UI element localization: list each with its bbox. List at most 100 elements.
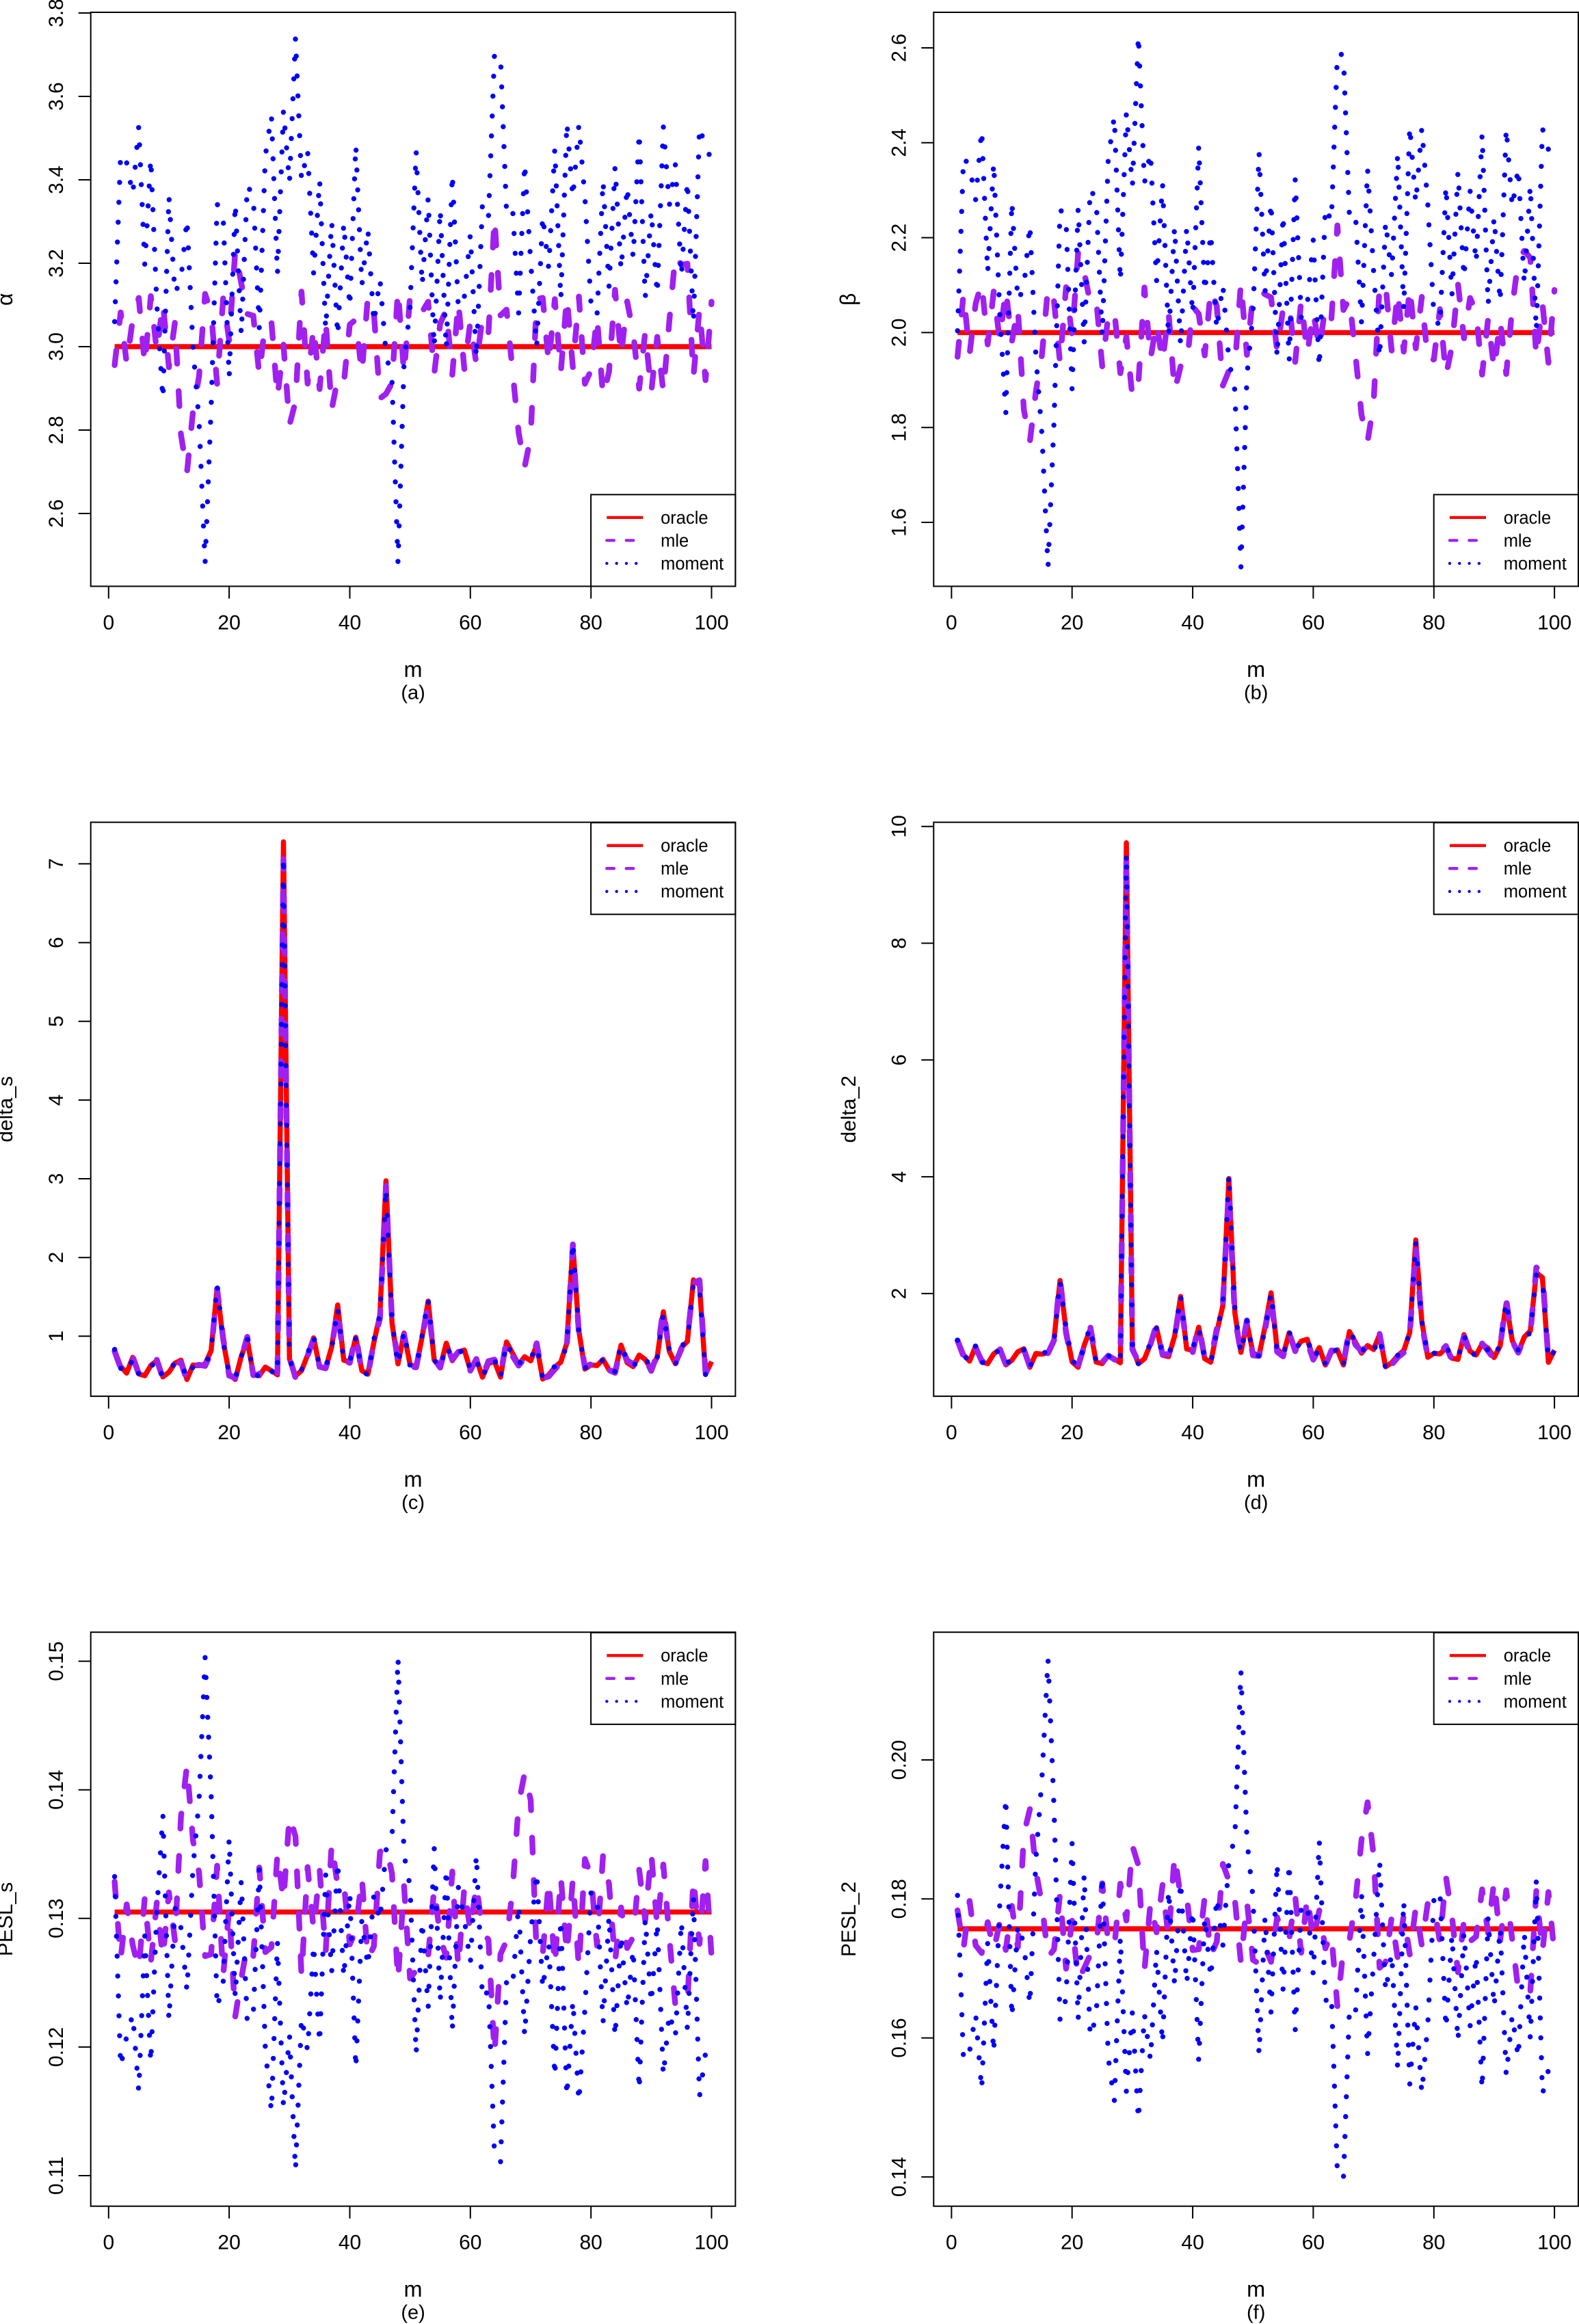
svg-text:moment: moment xyxy=(1504,555,1567,574)
svg-text:0.11: 0.11 xyxy=(45,2156,68,2195)
svg-text:(f): (f) xyxy=(1247,2302,1265,2324)
svg-text:80: 80 xyxy=(1422,612,1445,635)
svg-text:60: 60 xyxy=(459,2232,481,2254)
svg-text:α: α xyxy=(0,293,17,306)
svg-text:0: 0 xyxy=(946,2232,957,2254)
svg-text:20: 20 xyxy=(1061,1421,1083,1444)
svg-text:0.15: 0.15 xyxy=(45,1641,68,1681)
svg-text:10: 10 xyxy=(888,815,910,838)
svg-text:80: 80 xyxy=(580,612,602,635)
svg-text:1.6: 1.6 xyxy=(888,508,910,537)
svg-text:20: 20 xyxy=(217,1421,240,1444)
svg-text:m: m xyxy=(1247,2277,1265,2301)
svg-text:60: 60 xyxy=(1302,2232,1325,2254)
svg-text:0.14: 0.14 xyxy=(45,1770,68,1810)
svg-text:20: 20 xyxy=(217,2232,240,2254)
svg-text:PESL_s: PESL_s xyxy=(0,1882,17,1956)
svg-text:delta_s: delta_s xyxy=(0,1076,17,1143)
svg-text:m: m xyxy=(404,2277,423,2301)
svg-text:8: 8 xyxy=(888,937,910,949)
svg-text:80: 80 xyxy=(1422,1421,1445,1444)
svg-text:3.8: 3.8 xyxy=(45,0,68,27)
svg-text:(b): (b) xyxy=(1244,682,1268,704)
svg-text:80: 80 xyxy=(580,2232,602,2254)
svg-text:2: 2 xyxy=(45,1252,68,1264)
svg-text:60: 60 xyxy=(1302,612,1325,635)
svg-text:20: 20 xyxy=(1061,612,1083,635)
svg-text:moment: moment xyxy=(661,555,724,574)
svg-text:2: 2 xyxy=(888,1288,910,1300)
svg-text:20: 20 xyxy=(1061,2232,1083,2254)
svg-text:2.8: 2.8 xyxy=(45,416,68,444)
svg-text:2.2: 2.2 xyxy=(888,224,910,252)
svg-text:100: 100 xyxy=(1537,612,1571,635)
svg-text:0: 0 xyxy=(103,2232,114,2254)
svg-text:100: 100 xyxy=(1537,1421,1571,1444)
svg-text:0.18: 0.18 xyxy=(888,1879,910,1919)
svg-text:m: m xyxy=(404,657,423,682)
svg-text:80: 80 xyxy=(580,1421,602,1444)
svg-text:0.12: 0.12 xyxy=(45,2027,68,2067)
svg-text:mle: mle xyxy=(661,859,689,879)
svg-text:1.8: 1.8 xyxy=(888,413,910,442)
svg-text:100: 100 xyxy=(1537,2232,1571,2254)
svg-text:oracle: oracle xyxy=(661,1646,708,1666)
svg-text:100: 100 xyxy=(694,2232,728,2254)
svg-text:PESL_2: PESL_2 xyxy=(838,1882,860,1957)
svg-text:0: 0 xyxy=(103,612,114,635)
svg-text:0: 0 xyxy=(103,1421,114,1444)
svg-text:m: m xyxy=(1247,1467,1265,1492)
svg-text:1: 1 xyxy=(45,1331,68,1342)
svg-text:moment: moment xyxy=(661,1692,724,1711)
svg-text:oracle: oracle xyxy=(661,509,708,528)
svg-text:80: 80 xyxy=(1422,2232,1445,2254)
svg-text:2.4: 2.4 xyxy=(888,129,910,157)
svg-text:delta_2: delta_2 xyxy=(838,1076,860,1143)
svg-text:0.16: 0.16 xyxy=(888,2018,910,2057)
svg-text:3.6: 3.6 xyxy=(45,82,68,111)
svg-text:oracle: oracle xyxy=(1504,837,1551,856)
svg-text:40: 40 xyxy=(339,612,361,635)
svg-text:mle: mle xyxy=(661,531,689,550)
svg-text:(c): (c) xyxy=(401,1492,425,1514)
svg-text:0: 0 xyxy=(946,1421,957,1444)
svg-text:m: m xyxy=(404,1467,423,1492)
svg-text:100: 100 xyxy=(694,612,728,635)
svg-text:40: 40 xyxy=(1181,2232,1204,2254)
svg-text:20: 20 xyxy=(217,612,240,635)
svg-text:moment: moment xyxy=(661,883,724,902)
svg-text:60: 60 xyxy=(459,612,481,635)
svg-text:60: 60 xyxy=(459,1421,481,1444)
svg-text:3: 3 xyxy=(45,1173,68,1185)
svg-text:5: 5 xyxy=(45,1015,68,1027)
svg-text:100: 100 xyxy=(694,1421,728,1444)
svg-text:3.4: 3.4 xyxy=(45,165,68,194)
svg-text:oracle: oracle xyxy=(1504,509,1551,528)
svg-text:2.0: 2.0 xyxy=(888,319,910,347)
svg-text:mle: mle xyxy=(1504,1670,1532,1689)
svg-text:0.13: 0.13 xyxy=(45,1899,68,1938)
svg-text:mle: mle xyxy=(1504,859,1532,879)
svg-text:6: 6 xyxy=(888,1054,910,1066)
svg-text:40: 40 xyxy=(339,1421,361,1444)
svg-text:0.20: 0.20 xyxy=(888,1740,910,1780)
svg-text:4: 4 xyxy=(888,1171,910,1183)
svg-text:6: 6 xyxy=(45,937,68,948)
svg-text:mle: mle xyxy=(661,1670,689,1689)
svg-text:m: m xyxy=(1247,657,1265,682)
svg-text:2.6: 2.6 xyxy=(888,34,910,62)
svg-text:(d): (d) xyxy=(1244,1492,1268,1514)
svg-text:40: 40 xyxy=(1181,1421,1204,1444)
svg-text:0.14: 0.14 xyxy=(888,2157,910,2197)
svg-text:oracle: oracle xyxy=(661,837,708,856)
svg-text:(e): (e) xyxy=(401,2302,425,2324)
svg-text:40: 40 xyxy=(1181,612,1204,635)
svg-text:2.6: 2.6 xyxy=(45,499,68,528)
svg-text:oracle: oracle xyxy=(1504,1646,1551,1666)
svg-text:0: 0 xyxy=(946,612,957,635)
svg-text:moment: moment xyxy=(1504,1692,1567,1711)
svg-text:40: 40 xyxy=(339,2232,361,2254)
svg-text:mle: mle xyxy=(1504,531,1532,550)
svg-text:3.0: 3.0 xyxy=(45,332,68,361)
svg-text:moment: moment xyxy=(1504,883,1567,902)
